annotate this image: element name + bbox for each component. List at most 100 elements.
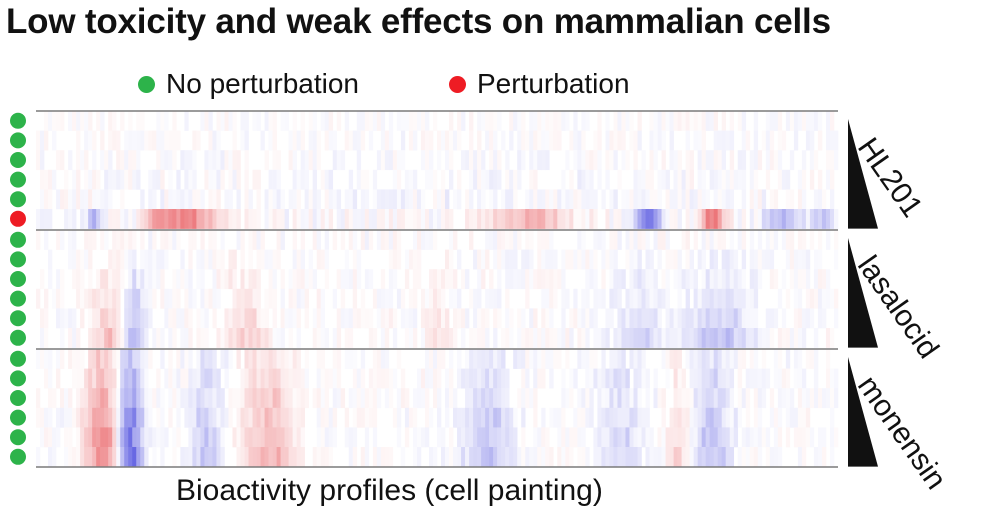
heatmap-cell <box>408 111 414 131</box>
heatmap-cell <box>813 111 819 131</box>
heatmap-cell <box>633 308 638 329</box>
heatmap-cell <box>304 269 309 290</box>
heatmap-cell <box>364 308 370 329</box>
heatmap-cell <box>304 150 309 171</box>
heatmap-cell <box>757 249 763 270</box>
heatmap-cell <box>368 209 374 229</box>
heatmap-cell <box>817 189 823 210</box>
heatmap-cell <box>200 288 205 309</box>
heatmap-cell <box>609 209 614 229</box>
heatmap-cell <box>469 111 474 131</box>
heatmap-cell <box>296 368 301 389</box>
heatmap-cell <box>88 269 93 290</box>
heatmap-cell <box>80 308 85 329</box>
heatmap-cell <box>553 249 558 270</box>
heatmap-cell <box>72 308 77 329</box>
heatmap-cell <box>176 388 181 409</box>
heatmap-cell <box>653 269 658 290</box>
heatmap-cell <box>673 308 678 329</box>
heatmap-cell <box>348 230 354 250</box>
heatmap-cell <box>216 130 221 151</box>
heatmap-cell <box>284 407 289 428</box>
heatmap-cell <box>192 189 197 210</box>
heatmap-cell <box>56 407 61 428</box>
heatmap-cell <box>108 269 113 290</box>
heatmap-cell <box>629 111 634 131</box>
heatmap-cell <box>380 209 386 229</box>
heatmap-cell <box>665 368 670 389</box>
heatmap-cell <box>424 368 430 389</box>
heatmap-cell <box>332 150 338 171</box>
heatmap-cell <box>208 447 213 467</box>
heatmap-cell <box>220 249 225 270</box>
heatmap-cell <box>412 427 418 448</box>
heatmap-cell <box>208 388 213 409</box>
heatmap-cell <box>308 189 313 210</box>
heatmap-cell <box>124 349 129 369</box>
heatmap-cell <box>505 249 510 270</box>
heatmap-cell <box>453 308 458 329</box>
heatmap-cell <box>621 407 626 428</box>
heatmap-cell <box>188 269 193 290</box>
heatmap-cell <box>501 388 506 409</box>
heatmap-cell <box>517 308 522 329</box>
heatmap-cell <box>801 308 807 329</box>
heatmap-cell <box>753 427 759 448</box>
heatmap-cell <box>76 249 81 270</box>
heatmap-cell <box>404 328 410 348</box>
heatmap-cell <box>104 388 109 409</box>
heatmap-cell <box>613 230 618 250</box>
heatmap-cell <box>244 388 249 409</box>
heatmap-cell <box>320 308 326 329</box>
heatmap-cell <box>164 209 169 229</box>
heatmap-cell <box>432 368 438 389</box>
heatmap-cell <box>248 368 253 389</box>
heatmap-cell <box>200 189 205 210</box>
heatmap-cell <box>653 447 658 467</box>
heatmap-cell <box>296 269 301 290</box>
heatmap-cell <box>212 230 217 250</box>
heatmap-cell <box>240 249 245 270</box>
legend-label-no-perturbation: No perturbation <box>166 68 360 99</box>
heatmap-cell <box>569 308 574 329</box>
heatmap-cell <box>140 130 145 151</box>
heatmap-cell <box>384 230 390 250</box>
heatmap-cell <box>701 209 706 229</box>
heatmap-cell <box>100 189 105 210</box>
heatmap-cell <box>717 407 723 428</box>
heatmap-cell <box>581 189 586 210</box>
heatmap-cell <box>404 249 410 270</box>
heatmap-cell <box>513 447 518 467</box>
heatmap-cell <box>785 427 791 448</box>
heatmap-cell <box>661 150 666 171</box>
heatmap-cell <box>324 388 330 409</box>
heatmap-cell <box>164 150 169 171</box>
heatmap-cell <box>284 308 289 329</box>
heatmap-cell <box>569 189 574 210</box>
heatmap-cell <box>465 308 470 329</box>
heatmap-cell <box>80 249 85 270</box>
heatmap-cell <box>344 407 350 428</box>
heatmap-cell <box>565 249 570 270</box>
heatmap-cell <box>753 308 759 329</box>
heatmap-cell <box>288 427 293 448</box>
heatmap-cell <box>376 189 382 210</box>
heatmap-cell <box>553 269 558 290</box>
heatmap-cell <box>485 447 490 467</box>
heatmap-cell <box>533 209 538 229</box>
heatmap-cell <box>48 368 53 389</box>
heatmap-cell <box>156 130 161 151</box>
heatmap-cell <box>208 150 213 171</box>
heatmap-cell <box>729 249 735 270</box>
heatmap-cell <box>284 427 289 448</box>
heatmap-cell <box>753 288 759 309</box>
heatmap-cell <box>252 349 257 369</box>
heatmap-cell <box>697 368 702 389</box>
heatmap-cell <box>220 427 225 448</box>
heatmap-cell <box>188 189 193 210</box>
heatmap-cell <box>561 427 566 448</box>
heatmap-cell <box>356 150 362 171</box>
heatmap-cell <box>689 111 694 131</box>
heatmap-cell <box>569 130 574 151</box>
heatmap-cell <box>188 169 193 190</box>
